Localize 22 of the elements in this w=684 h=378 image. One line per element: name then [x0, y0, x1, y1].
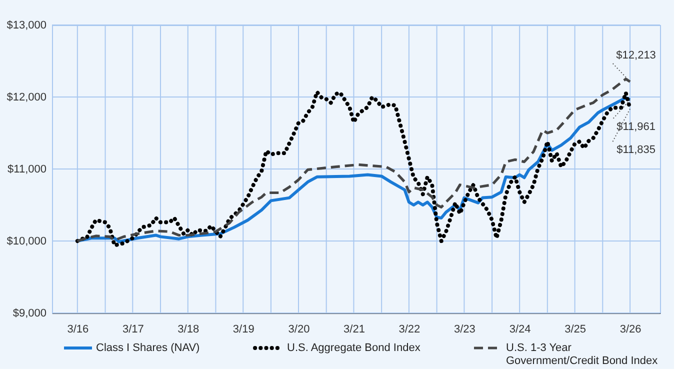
x-tick-label: 3/24: [509, 324, 531, 336]
y-tick-label: $13,000: [6, 20, 46, 32]
x-tick-label: 3/25: [564, 324, 586, 336]
x-tick-label: 3/22: [398, 324, 420, 336]
y-tick-label: $10,000: [6, 236, 46, 248]
x-tick-label: 3/19: [232, 324, 254, 336]
annotation: $12,213: [616, 50, 656, 62]
x-tick-label: 3/18: [178, 324, 200, 336]
legend-label: U.S. 1-3 Year Government/Credit Bond Index: [506, 342, 658, 367]
x-tick-label: 3/17: [122, 324, 144, 336]
y-tick-label: $12,000: [6, 92, 46, 104]
x-tick-label: 3/20: [288, 324, 310, 336]
annotation: $11,835: [616, 144, 656, 156]
y-tick-label: $9,000: [12, 308, 46, 320]
legend-label: Class I Shares (NAV): [96, 342, 200, 354]
x-tick-label: 3/16: [67, 324, 89, 336]
x-tick-label: 3/23: [454, 324, 476, 336]
legend-label: U.S. Aggregate Bond Index: [287, 342, 421, 354]
x-tick-label: 3/21: [344, 324, 365, 336]
y-tick-label: $11,000: [8, 164, 46, 176]
annotation: $11,961: [616, 120, 656, 133]
x-tick-label: 3/26: [620, 324, 642, 336]
